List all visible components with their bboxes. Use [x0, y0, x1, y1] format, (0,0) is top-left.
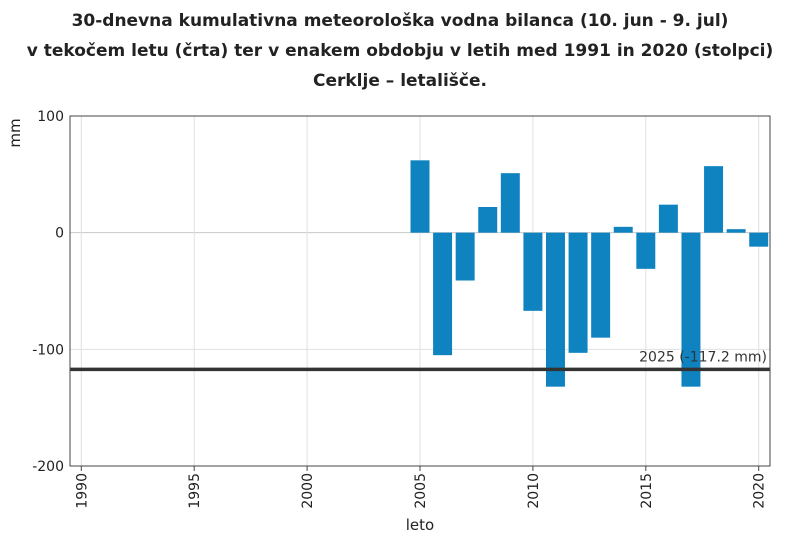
- bar-2020: [749, 232, 769, 247]
- bar-2013: [591, 232, 611, 338]
- bar-2005: [410, 160, 430, 233]
- bar-2018: [704, 166, 724, 233]
- x-axis-title: leto: [406, 516, 434, 534]
- bar-2017: [681, 232, 701, 387]
- x-tick-label: 1990: [74, 473, 90, 509]
- chart-title: 30-dnevna kumulativna meteorološka vodna…: [0, 6, 800, 96]
- y-tick-label: 0: [55, 226, 64, 242]
- bar-2007: [455, 232, 475, 281]
- y-tick-label: -200: [32, 459, 64, 475]
- bar-2014: [613, 226, 633, 233]
- bar-2009: [500, 173, 520, 233]
- bar-2019: [726, 229, 746, 233]
- bar-2012: [568, 232, 588, 353]
- x-tick-label: 2010: [526, 473, 542, 509]
- y-axis-title: mm: [6, 118, 24, 147]
- y-tick-label: -100: [32, 342, 64, 358]
- chart-title-line-2: v tekočem letu (črta) ter v enakem obdob…: [26, 41, 774, 61]
- chart-title-line-3: Cerklje – letališče.: [312, 71, 487, 91]
- bar-2015: [636, 232, 656, 269]
- bar-2010: [523, 232, 543, 311]
- bar-2016: [658, 204, 678, 233]
- x-tick-label: 1995: [187, 473, 203, 509]
- x-tick-label: 2020: [752, 473, 768, 509]
- bar-2008: [478, 207, 498, 233]
- bar-2011: [546, 232, 565, 387]
- bar-2006: [433, 232, 453, 356]
- reference-line-group: 2025 (-117.2 mm): [70, 349, 770, 372]
- reference-line-label: 2025 (-117.2 mm): [639, 349, 767, 365]
- y-ticks: 100 0 -100 -200: [32, 109, 64, 475]
- chart-title-line-1: 30-dnevna kumulativna meteorološka vodna…: [71, 11, 729, 31]
- x-ticks: 1990 1995 2000 2005 2010 2015 2020: [74, 466, 768, 509]
- bars: [410, 160, 769, 387]
- y-tick-label: 100: [37, 109, 64, 125]
- x-tick-label: 2000: [300, 473, 316, 509]
- x-tick-label: 2005: [413, 473, 429, 509]
- x-tick-label: 2015: [639, 473, 655, 509]
